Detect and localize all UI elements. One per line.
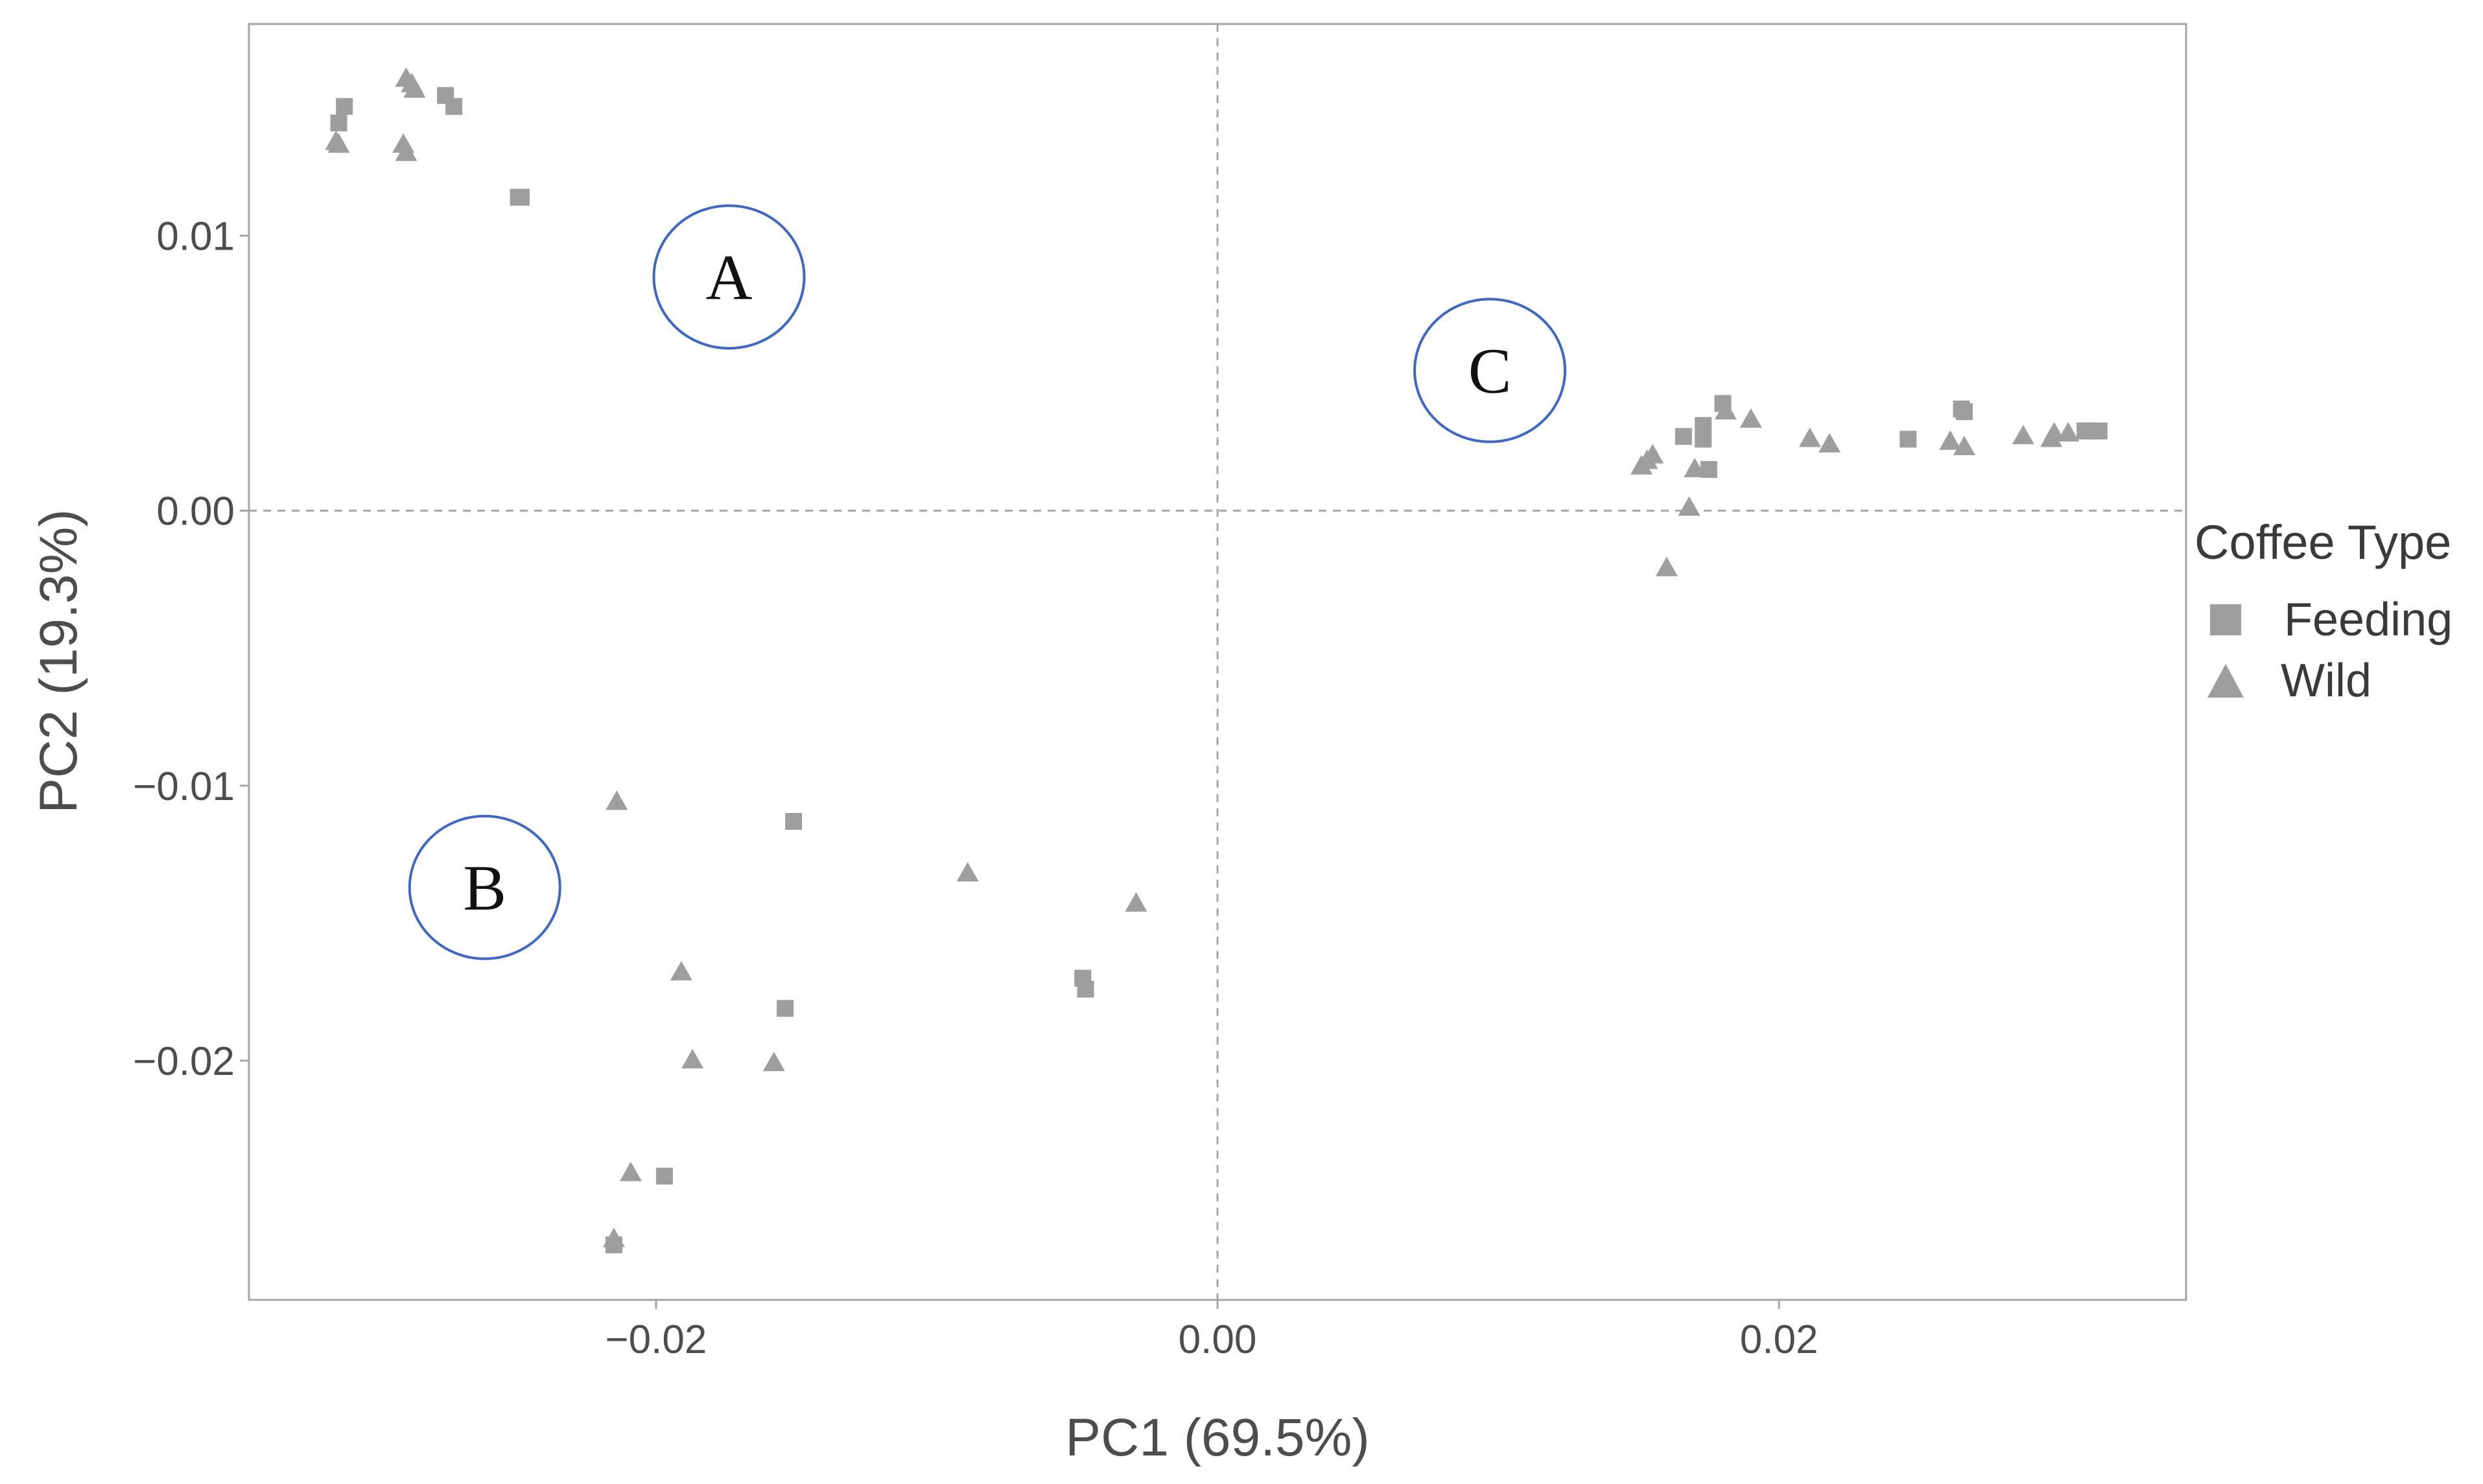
point-wild (2057, 421, 2080, 442)
point-feeding (445, 98, 463, 115)
point-wild (1739, 408, 1762, 428)
point-feeding (655, 1168, 673, 1185)
x-tick-label: 0.02 (1740, 1317, 1818, 1362)
point-feeding (1675, 428, 1692, 445)
point-wild (762, 1052, 785, 1072)
legend: Coffee Type Feeding Wild (2195, 515, 2453, 707)
legend-key-wild (2207, 664, 2244, 698)
y-tick-label: −0.02 (133, 1039, 235, 1084)
point-wild (606, 790, 628, 810)
x-axis-title: PC1 (69.5%) (1065, 1408, 1369, 1467)
point-feeding (330, 114, 347, 132)
y-tick-label: −0.01 (133, 764, 235, 809)
point-wild (670, 961, 692, 981)
legend-key-feeding (2210, 604, 2241, 635)
point-feeding (1695, 430, 1712, 448)
cluster-label-b: B (463, 852, 506, 924)
point-wild (1818, 432, 1841, 453)
cluster-circle-b (408, 814, 561, 960)
point-feeding (1077, 980, 1094, 998)
point-feeding (2090, 422, 2108, 440)
y-tick-label: 0.01 (156, 215, 235, 259)
y-axis-title: PC2 (19.3%) (29, 509, 88, 813)
legend-label-feeding: Feeding (2284, 594, 2453, 646)
x-axis: −0.02 0.00 0.02 (605, 1300, 1818, 1362)
legend-title: Coffee Type (2195, 515, 2451, 569)
point-wild (602, 1227, 625, 1247)
point-feeding (785, 813, 803, 830)
point-wild (1125, 892, 1147, 912)
point-feeding (513, 189, 530, 206)
y-axis: 0.01 0.00 −0.01 −0.02 (133, 215, 249, 1084)
point-wild (1655, 556, 1678, 576)
point-wild (1714, 400, 1737, 420)
point-wild (1684, 458, 1706, 478)
cluster-circle-a (652, 204, 806, 350)
point-wild (1939, 430, 1962, 450)
point-wild (1678, 496, 1700, 516)
point-wild (327, 133, 350, 153)
point-feeding (336, 98, 353, 115)
point-wild (681, 1049, 704, 1068)
point-wild (1953, 436, 1975, 456)
point-wild (2043, 421, 2065, 442)
cluster-annotations: A B C (408, 204, 1567, 960)
point-wild (2012, 425, 2034, 445)
point-wild (956, 862, 979, 882)
reference-lines (249, 24, 2186, 1300)
cluster-circle-c (1413, 298, 1567, 443)
point-wild (619, 1161, 642, 1181)
legend-label-wild: Wild (2281, 655, 2371, 707)
x-tick-label: −0.02 (605, 1317, 707, 1362)
cluster-label-c: C (1468, 335, 1512, 406)
point-feeding (1955, 403, 1973, 421)
point-wild (1642, 443, 1664, 464)
point-wild (1798, 427, 1821, 447)
x-tick-label: 0.00 (1179, 1317, 1257, 1362)
point-feeding (1900, 430, 1917, 448)
point-wild (395, 141, 418, 161)
y-tick-label: 0.00 (156, 489, 235, 534)
cluster-label-a: A (705, 241, 752, 313)
data-points (325, 67, 2108, 1254)
point-wild (403, 78, 426, 98)
point-feeding (777, 1000, 794, 1017)
